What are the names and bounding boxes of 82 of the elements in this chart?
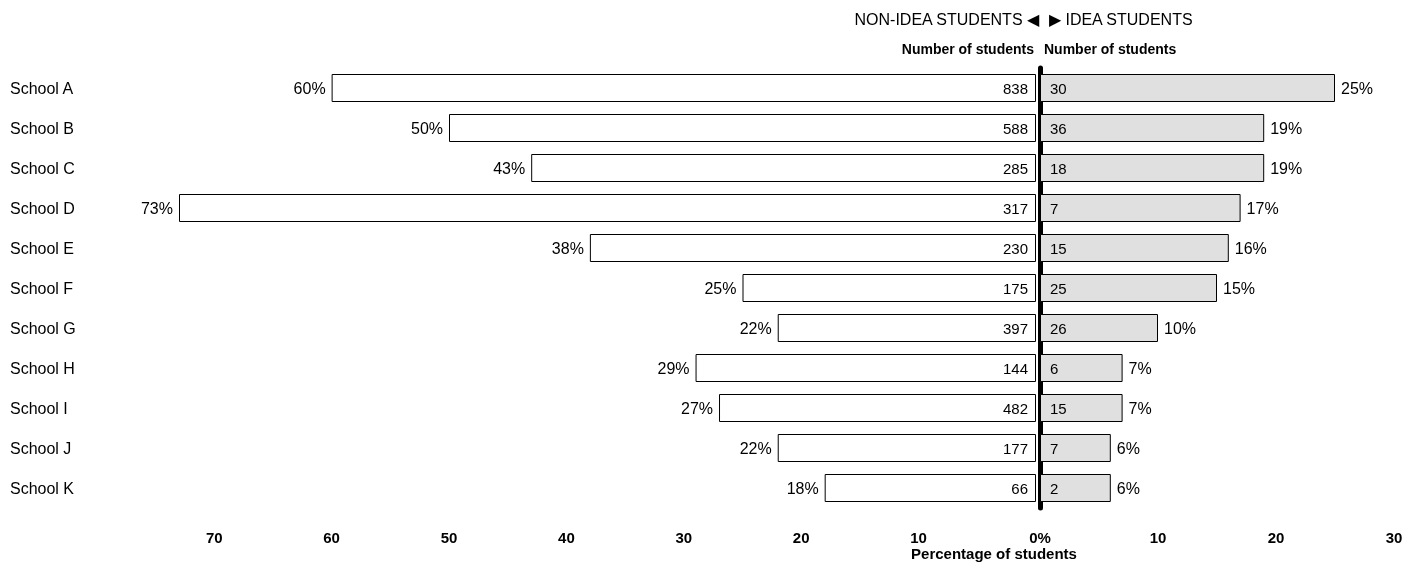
data-label: 50%	[410, 119, 444, 137]
annotation: 25	[1050, 279, 1067, 297]
annotation: 7	[1050, 199, 1059, 217]
data-label: 19%	[1270, 119, 1303, 137]
bar	[777, 314, 1036, 342]
x-tick-label: 70	[205, 529, 223, 546]
y-tick-label: School B	[10, 119, 75, 137]
data-label: 43%	[493, 159, 526, 177]
data-label: 22%	[739, 439, 772, 457]
data-label: 6%	[1116, 439, 1140, 457]
x-tick-label: 20	[792, 529, 810, 546]
data-label: 10%	[1164, 319, 1197, 337]
annotation: 26	[1050, 319, 1067, 337]
bar	[742, 274, 1036, 302]
bar	[719, 394, 1036, 422]
text: Number of students	[901, 41, 1035, 57]
x-tick-label: 0%	[1029, 529, 1051, 546]
y-tick-label: School I	[10, 399, 68, 417]
annotation: 30	[1050, 79, 1067, 97]
y-tick-label: School D	[10, 199, 75, 217]
annotation: 588	[1002, 119, 1028, 137]
data-label: 7%	[1128, 399, 1152, 417]
annotation: 15	[1050, 239, 1067, 257]
data-label: 19%	[1270, 159, 1303, 177]
y-tick-label: School A	[10, 79, 74, 97]
bar	[331, 74, 1036, 102]
text: Number of students	[1044, 41, 1177, 57]
y-tick-label: School H	[10, 359, 75, 377]
x-tick-label: 20	[1267, 529, 1285, 546]
annotation: 838	[1002, 79, 1028, 97]
y-tick-label: School C	[10, 159, 75, 177]
chart-title: ▶ IDEA STUDENTS	[1049, 10, 1193, 28]
y-tick-label: School F	[10, 279, 74, 297]
data-label: 73%	[140, 199, 173, 217]
annotation: 6	[1050, 359, 1059, 377]
bar	[449, 114, 1036, 142]
data-label: 18%	[786, 479, 819, 497]
annotation: 317	[1002, 199, 1028, 217]
data-label: 15%	[1223, 279, 1256, 297]
x-tick-label: 30	[675, 529, 693, 546]
bar	[824, 474, 1036, 502]
annotation: 2	[1050, 479, 1059, 497]
bar	[179, 194, 1036, 222]
annotation: 482	[1002, 399, 1028, 417]
y-tick-label: School G	[10, 319, 76, 337]
annotation: 66	[1011, 479, 1028, 497]
data-label: 6%	[1116, 479, 1140, 497]
data-label: 7%	[1128, 359, 1152, 377]
y-tick-label: School K	[10, 479, 75, 497]
data-label: 38%	[551, 239, 584, 257]
annotation: 7	[1050, 439, 1059, 457]
x-tick-label: 30	[1385, 529, 1403, 546]
annotation: 397	[1002, 319, 1028, 337]
x-axis-title: Percentage of students	[911, 545, 1077, 562]
data-label: 25%	[1341, 79, 1374, 97]
y-tick-label: School J	[10, 439, 72, 457]
annotation: 36	[1050, 119, 1067, 137]
y-tick-label: School E	[10, 239, 75, 257]
data-label: 22%	[739, 319, 772, 337]
x-tick-label: 50	[440, 529, 458, 546]
x-tick-label: 40	[558, 529, 575, 546]
data-label: 60%	[293, 79, 326, 97]
data-label: 27%	[681, 399, 714, 417]
annotation: 177	[1002, 439, 1028, 457]
annotation: 15	[1050, 399, 1067, 417]
x-tick-label: 10	[910, 529, 927, 546]
data-label: 29%	[657, 359, 690, 377]
data-label: 25%	[704, 279, 737, 297]
chart-title: NON-IDEA STUDENTS ◀	[854, 10, 1040, 28]
annotation: 175	[1002, 279, 1028, 297]
data-label: 17%	[1246, 199, 1279, 217]
x-tick-label: 60	[323, 529, 340, 546]
bar	[531, 154, 1036, 182]
annotation: 285	[1002, 159, 1028, 177]
annotation: 230	[1002, 239, 1028, 257]
annotation: 144	[1002, 359, 1028, 377]
bar	[589, 234, 1036, 262]
x-tick-label: 10	[1149, 529, 1167, 546]
bar	[695, 354, 1036, 382]
annotation: 18	[1050, 159, 1067, 177]
bar	[777, 434, 1036, 462]
data-label: 16%	[1234, 239, 1267, 257]
